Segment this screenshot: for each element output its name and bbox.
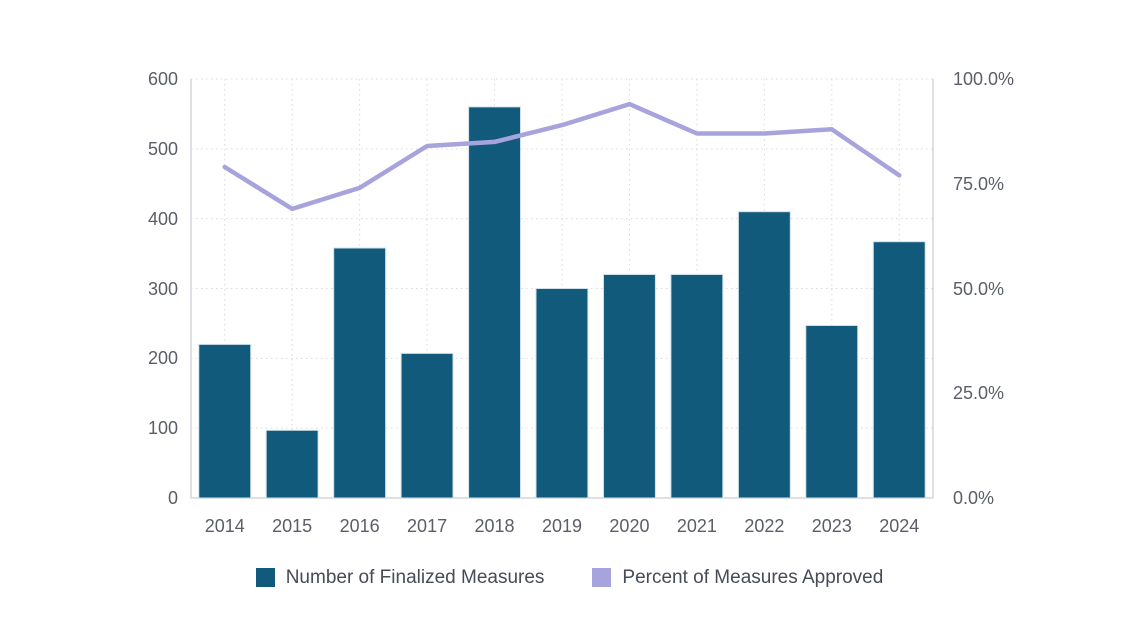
bar-2014 (198, 343, 252, 499)
x-tick-2024: 2024 (879, 516, 920, 536)
bar-2018 (468, 106, 522, 499)
x-tick-2015: 2015 (272, 516, 313, 536)
x-tick-2019: 2019 (541, 516, 583, 536)
legend-label-finalized-measures: Number of Finalized Measures (285, 567, 545, 588)
y-left-tick-500: 500 (147, 138, 178, 159)
y-left-tick-0: 0 (167, 488, 178, 508)
line-series-swatch-icon (592, 568, 612, 587)
y-left-tick-100: 100 (147, 418, 178, 439)
x-tick-2018: 2018 (474, 516, 515, 536)
bar-2021 (670, 274, 724, 499)
x-tick-2021: 2021 (676, 516, 717, 536)
y-right-tick-100.0%: 100.0% (953, 69, 1015, 89)
y-left-tick-200: 200 (147, 348, 178, 369)
bar-2022 (737, 211, 791, 499)
bar-2023 (805, 325, 859, 499)
x-tick-2017: 2017 (407, 516, 448, 536)
y-right-tick-0.0%: 0.0% (953, 488, 995, 508)
bar-2024 (872, 241, 926, 499)
y-right-tick-75.0%: 75.0% (953, 173, 1005, 194)
x-tick-2022: 2022 (744, 516, 785, 536)
x-tick-2020: 2020 (609, 516, 650, 536)
bar-2017 (400, 352, 454, 499)
legend-item-finalized-measures[interactable]: Number of Finalized Measures (255, 567, 545, 588)
y-left-tick-600: 600 (147, 69, 178, 89)
legend-label-percent-approved: Percent of Measures Approved (622, 567, 884, 588)
percent-approved-trend-line (222, 101, 902, 212)
legend-item-percent-approved[interactable]: Percent of Measures Approved (592, 568, 883, 587)
legend: Number of Finalized Measures Percent of … (0, 568, 1139, 587)
bar-2020 (603, 274, 656, 499)
bar-series-swatch-icon (255, 568, 275, 587)
y-right-tick-50.0%: 50.0% (953, 278, 1005, 299)
bar-2019 (535, 288, 589, 499)
bar-2015 (265, 429, 319, 499)
bar-2016 (333, 247, 387, 499)
y-right-tick-25.0%: 25.0% (953, 383, 1005, 404)
x-tick-2016: 2016 (339, 516, 380, 536)
y-left-tick-300: 300 (147, 278, 178, 299)
x-tick-2023: 2023 (811, 516, 852, 536)
y-left-tick-400: 400 (147, 208, 178, 229)
x-tick-2014: 2014 (204, 516, 245, 536)
